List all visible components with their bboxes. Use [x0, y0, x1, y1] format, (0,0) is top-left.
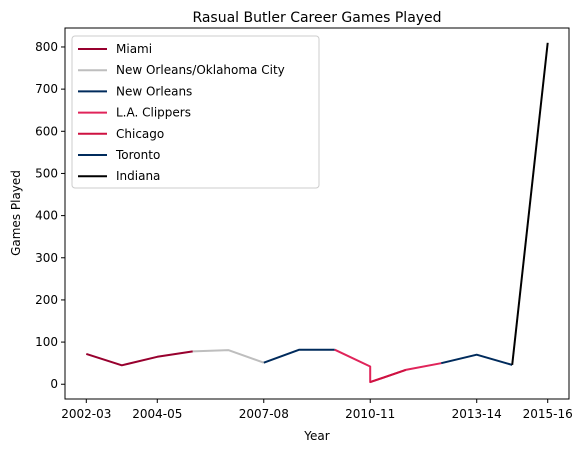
legend-entry: Miami — [116, 42, 152, 56]
x-axis-label: Year — [303, 429, 329, 443]
y-tick-label: 200 — [35, 293, 58, 307]
series-line-6 — [440, 353, 513, 366]
series-line-1 — [85, 350, 193, 367]
x-tick-label: 2002-03 — [61, 407, 111, 421]
series-layer — [85, 42, 549, 384]
series-line-2 — [192, 349, 265, 364]
legend-entry: L.A. Clippers — [116, 106, 191, 120]
y-tick-label: 500 — [35, 166, 58, 180]
y-tick-label: 0 — [50, 377, 58, 391]
plot-frame — [64, 27, 570, 400]
legend-box — [71, 35, 320, 189]
legend: Miami New Orleans/Oklahoma City New Orlean… — [71, 35, 320, 189]
x-axis: 2002-03 2004-05 2007-08 2010-11 2013-14 2015-… — [61, 399, 573, 421]
x-tick-label: 2004-05 — [132, 407, 182, 421]
x-tick-label: 2013-14 — [452, 407, 502, 421]
y-axis-label: Games Played — [9, 170, 23, 256]
y-tick-label: 100 — [35, 335, 58, 349]
y-tick-label: 300 — [35, 251, 58, 265]
series-line-3 — [263, 348, 335, 364]
legend-entry: Toronto — [115, 148, 160, 162]
series-line-7 — [511, 42, 549, 366]
x-tick-label: 2010-11 — [345, 407, 395, 421]
x-tick-label: 2007-08 — [239, 407, 289, 421]
x-tick-label: 2015-16 — [523, 407, 573, 421]
legend-entry: Indiana — [116, 169, 160, 183]
legend-entry: Chicago — [116, 127, 164, 141]
y-tick-label: 700 — [35, 82, 58, 96]
y-tick-label: 800 — [35, 40, 58, 54]
y-tick-label: 400 — [35, 209, 58, 223]
chart-title: Rasual Butler Career Games Played — [192, 10, 441, 26]
series-line-4 — [334, 348, 442, 384]
y-tick-label: 600 — [35, 124, 58, 138]
legend-entry: New Orleans/Oklahoma City — [116, 63, 285, 77]
legend-entry: New Orleans — [116, 84, 192, 98]
series-line-5 — [369, 368, 407, 384]
y-axis: 0 100 200 300 400 500 600 700 800 — [35, 40, 65, 391]
